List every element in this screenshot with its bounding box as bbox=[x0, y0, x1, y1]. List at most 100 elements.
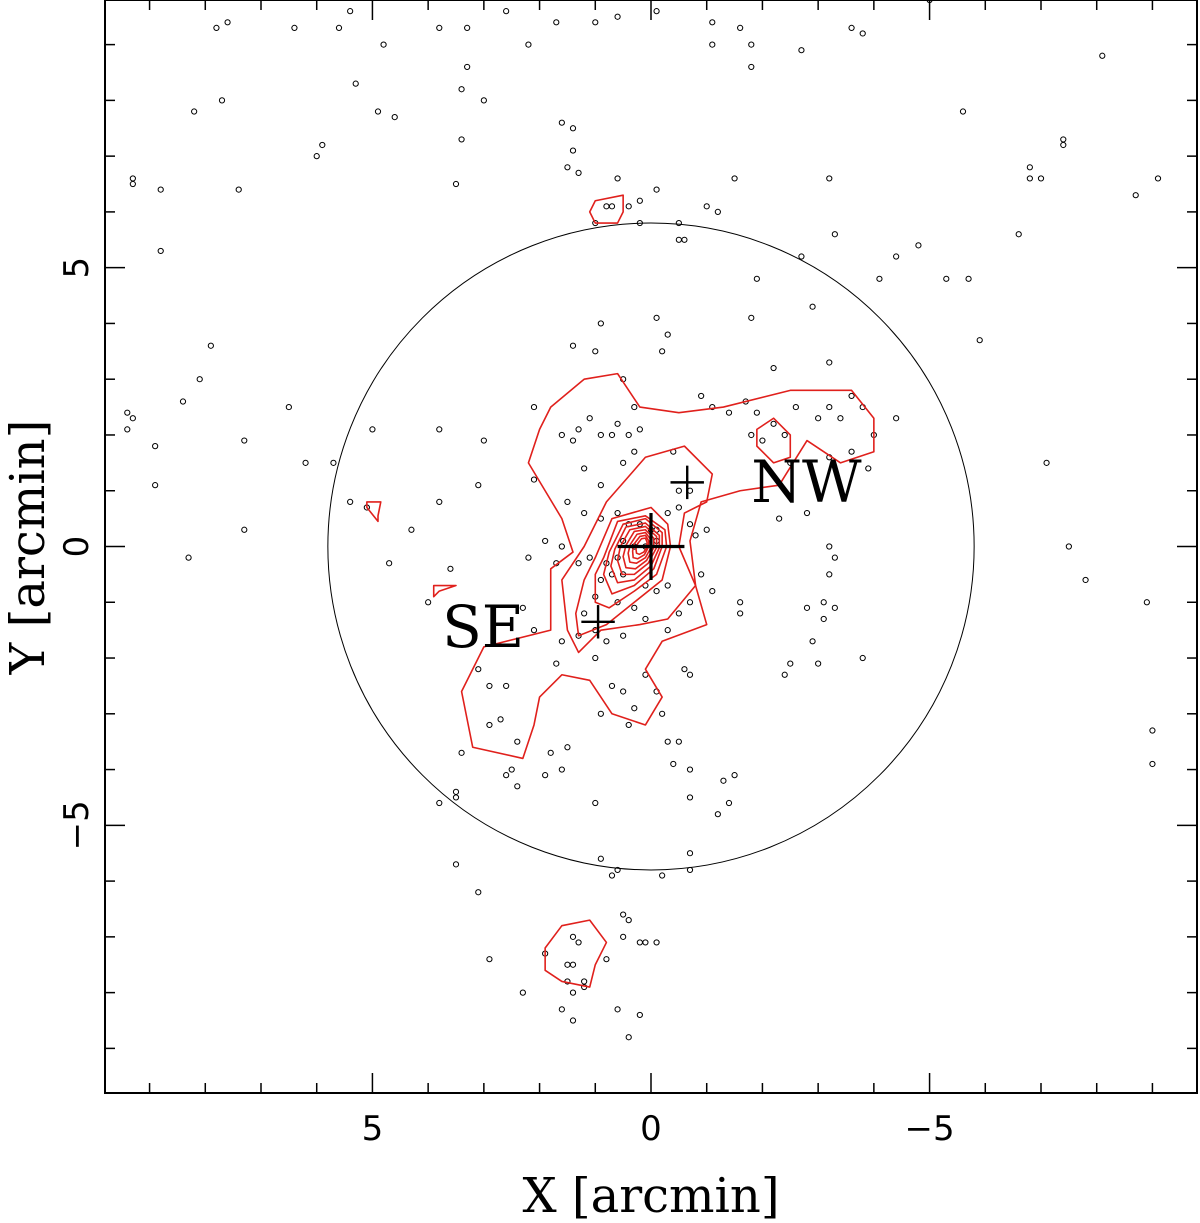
data-point bbox=[597, 576, 604, 584]
data-point bbox=[826, 571, 833, 578]
density-contour bbox=[588, 194, 624, 224]
data-point bbox=[787, 660, 794, 667]
data-point bbox=[503, 682, 510, 690]
data-point bbox=[558, 543, 565, 550]
data-point bbox=[625, 917, 632, 924]
data-point bbox=[608, 203, 616, 210]
data-point bbox=[620, 537, 627, 545]
data-point bbox=[1026, 164, 1033, 171]
data-point bbox=[614, 175, 621, 182]
aperture-circle bbox=[327, 222, 975, 871]
y-tick-label: 0 bbox=[57, 536, 97, 558]
data-point bbox=[653, 8, 660, 15]
data-point bbox=[620, 632, 627, 639]
data-point bbox=[581, 610, 588, 617]
data-point bbox=[558, 431, 565, 439]
data-point bbox=[224, 19, 231, 26]
data-point bbox=[597, 855, 604, 862]
annotation-label: NW bbox=[751, 448, 862, 516]
data-point bbox=[347, 498, 354, 505]
data-point bbox=[575, 939, 582, 946]
axis-ticks bbox=[105, 0, 1197, 1093]
data-point bbox=[191, 108, 198, 115]
data-point bbox=[664, 331, 671, 338]
data-point bbox=[681, 666, 688, 673]
data-point bbox=[753, 409, 760, 416]
data-point bbox=[569, 989, 577, 996]
data-point bbox=[959, 108, 967, 115]
density-contour bbox=[756, 417, 792, 464]
data-point bbox=[798, 253, 805, 260]
data-point bbox=[803, 604, 811, 611]
data-point bbox=[124, 409, 131, 416]
data-point bbox=[530, 403, 538, 411]
data-point bbox=[737, 610, 744, 617]
data-point bbox=[608, 431, 616, 439]
data-point bbox=[530, 476, 538, 483]
data-point bbox=[569, 933, 577, 940]
data-point bbox=[497, 716, 504, 723]
data-point bbox=[558, 766, 565, 773]
data-point bbox=[386, 560, 393, 567]
data-point bbox=[347, 8, 354, 15]
data-point bbox=[213, 24, 220, 31]
density-contour bbox=[610, 522, 661, 584]
data-point bbox=[737, 599, 744, 606]
data-point bbox=[592, 799, 599, 807]
data-point bbox=[653, 314, 660, 321]
data-point bbox=[636, 197, 643, 204]
data-point bbox=[664, 509, 671, 517]
data-point bbox=[1037, 175, 1045, 182]
data-point bbox=[569, 1017, 577, 1024]
data-point bbox=[553, 660, 560, 667]
data-point bbox=[631, 403, 638, 411]
data-point bbox=[826, 359, 833, 366]
data-point bbox=[815, 415, 822, 422]
data-point bbox=[731, 175, 738, 182]
data-point bbox=[592, 19, 599, 26]
data-point bbox=[809, 638, 816, 645]
data-point bbox=[330, 459, 337, 466]
density-contour bbox=[574, 506, 672, 637]
data-point bbox=[781, 431, 788, 439]
data-point bbox=[575, 426, 582, 433]
data-point bbox=[503, 772, 510, 779]
data-point bbox=[614, 599, 621, 606]
data-point bbox=[748, 314, 755, 321]
data-point bbox=[157, 247, 164, 255]
data-point bbox=[631, 604, 638, 611]
data-point bbox=[185, 554, 192, 561]
data-point bbox=[436, 799, 443, 807]
data-point bbox=[486, 721, 493, 729]
data-point bbox=[335, 24, 343, 31]
y-axis-title: Y [arcmin] bbox=[0, 420, 56, 676]
data-point bbox=[859, 654, 866, 662]
data-point bbox=[569, 342, 577, 349]
density-contour bbox=[544, 919, 608, 988]
x-axis-title: X [arcmin] bbox=[522, 1168, 779, 1223]
data-point bbox=[837, 415, 844, 422]
data-point bbox=[129, 175, 136, 182]
data-point bbox=[436, 498, 443, 505]
data-point bbox=[664, 582, 671, 589]
density-contour bbox=[627, 531, 652, 565]
data-point bbox=[748, 63, 755, 71]
data-point bbox=[815, 660, 822, 667]
density-contour bbox=[460, 372, 875, 760]
data-point bbox=[792, 403, 799, 411]
data-point bbox=[642, 939, 649, 946]
y-tick-label: 5 bbox=[57, 257, 97, 279]
data-point bbox=[620, 459, 627, 466]
data-point bbox=[664, 738, 671, 745]
data-point bbox=[129, 180, 136, 188]
data-point bbox=[569, 961, 577, 968]
data-point bbox=[614, 509, 621, 517]
data-point bbox=[391, 114, 398, 121]
data-point bbox=[530, 627, 538, 634]
data-point bbox=[709, 588, 716, 595]
data-point bbox=[581, 465, 588, 472]
data-point bbox=[218, 97, 226, 104]
circle-layer bbox=[327, 222, 975, 871]
data-point bbox=[452, 788, 460, 795]
data-point bbox=[865, 465, 872, 472]
